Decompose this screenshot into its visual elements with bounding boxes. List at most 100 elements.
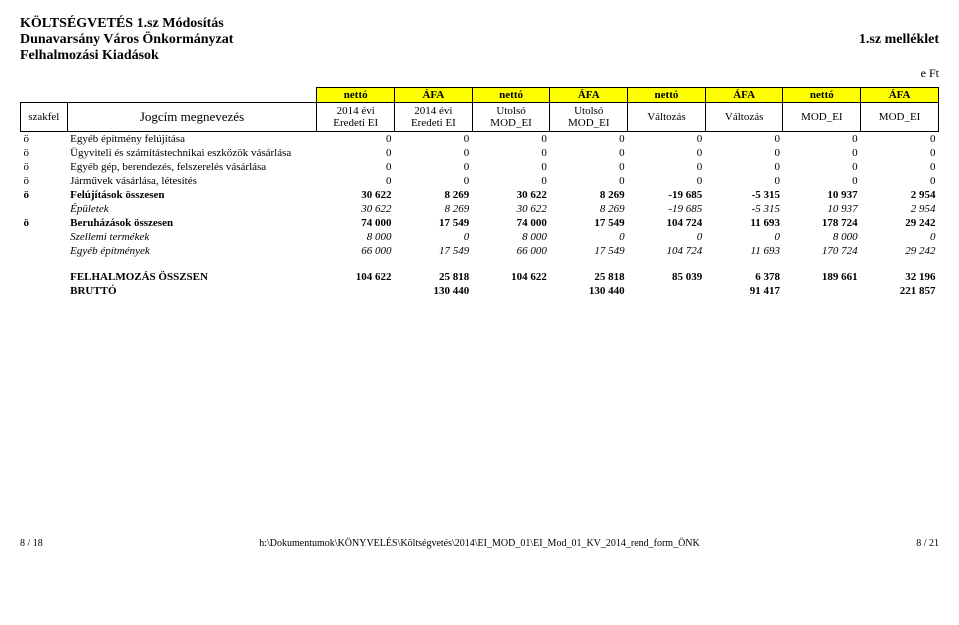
cell-value: 8 000 <box>783 230 861 244</box>
cell-value: 0 <box>550 146 628 160</box>
cell-value: 0 <box>628 146 706 160</box>
group-header-row: nettó ÁFA nettó ÁFA nettó ÁFA nettó ÁFA <box>21 88 939 103</box>
grp-netto-2: nettó <box>472 88 550 103</box>
col-5: Változás <box>628 103 706 132</box>
col-7: MOD_EI <box>783 103 861 132</box>
cell-value: 0 <box>705 132 783 147</box>
col-1: 2014 éviEredeti EI <box>317 103 395 132</box>
doc-title-2-right: 1.sz melléklet <box>859 32 939 48</box>
cell-value: 8 000 <box>472 230 550 244</box>
table-row: öÜgyviteli és számítástechnikai eszközök… <box>21 146 939 160</box>
cell-value: 17 549 <box>550 216 628 230</box>
cell-value: 0 <box>317 146 395 160</box>
cell-jogcim: Beruházások összesen <box>67 216 317 230</box>
table-row: Épületek30 6228 26930 6228 269-19 685-5 … <box>21 202 939 216</box>
cell-value: 0 <box>395 146 473 160</box>
cell-value: 2 954 <box>861 188 939 202</box>
cell-value: 189 661 <box>783 270 861 284</box>
cell-value: 0 <box>783 132 861 147</box>
budget-table: nettó ÁFA nettó ÁFA nettó ÁFA nettó ÁFA … <box>20 87 939 298</box>
page-footer: 8 / 18 h:\Dokumentumok\KÖNYVELÉS\Költség… <box>20 538 939 549</box>
cell-value: 0 <box>861 132 939 147</box>
cell-szakfel <box>21 244 68 258</box>
cell-value: 0 <box>628 132 706 147</box>
cell-value: 0 <box>317 132 395 147</box>
footer-right: 8 / 21 <box>916 538 939 549</box>
col-4: UtolsóMOD_EI <box>550 103 628 132</box>
col-6: Változás <box>705 103 783 132</box>
cell-value: 0 <box>395 174 473 188</box>
cell-value: 66 000 <box>317 244 395 258</box>
table-row: öJárművek vásárlása, létesítés00000000 <box>21 174 939 188</box>
footer-path: h:\Dokumentumok\KÖNYVELÉS\Költségvetés\2… <box>259 538 700 549</box>
cell-szakfel: ö <box>21 146 68 160</box>
cell-value: 0 <box>472 146 550 160</box>
cell-szakfel <box>21 270 68 284</box>
grp-afa-1: ÁFA <box>395 88 473 103</box>
cell-szakfel: ö <box>21 188 68 202</box>
cell-value: 104 622 <box>472 270 550 284</box>
cell-jogcim: Egyéb építmény felújítása <box>67 132 317 147</box>
cell-szakfel: ö <box>21 160 68 174</box>
cell-value: 0 <box>395 132 473 147</box>
cell-jogcim: Felújítások összesen <box>67 188 317 202</box>
cell-value <box>472 284 550 298</box>
cell-value <box>628 284 706 298</box>
cell-jogcim: Épületek <box>67 202 317 216</box>
cell-szakfel: ö <box>21 174 68 188</box>
cell-value: 0 <box>861 146 939 160</box>
table-row: Szellemi termékek8 00008 0000008 0000 <box>21 230 939 244</box>
grp-afa-4: ÁFA <box>861 88 939 103</box>
cell-value: 0 <box>317 160 395 174</box>
cell-value: 25 818 <box>550 270 628 284</box>
cell-value: 2 954 <box>861 202 939 216</box>
grp-netto-4: nettó <box>783 88 861 103</box>
cell-value: 8 269 <box>395 202 473 216</box>
cell-szakfel <box>21 230 68 244</box>
cell-value: 0 <box>395 230 473 244</box>
grp-netto-3: nettó <box>628 88 706 103</box>
footer-left: 8 / 18 <box>20 538 43 549</box>
cell-value: 10 937 <box>783 188 861 202</box>
cell-value <box>783 284 861 298</box>
cell-value: 0 <box>472 174 550 188</box>
column-header-row: szakfel Jogcím megnevezés 2014 éviEredet… <box>21 103 939 132</box>
cell-value: 30 622 <box>472 188 550 202</box>
cell-value: 11 693 <box>705 216 783 230</box>
cell-value: 0 <box>783 160 861 174</box>
cell-value: 25 818 <box>395 270 473 284</box>
cell-value: -19 685 <box>628 188 706 202</box>
cell-value: 0 <box>628 174 706 188</box>
cell-value: 11 693 <box>705 244 783 258</box>
cell-value: 17 549 <box>550 244 628 258</box>
grp-netto-1: nettó <box>317 88 395 103</box>
grp-afa-2: ÁFA <box>550 88 628 103</box>
cell-value: 0 <box>705 230 783 244</box>
cell-value <box>317 284 395 298</box>
cell-value: 221 857 <box>861 284 939 298</box>
doc-title-1: KÖLTSÉGVETÉS 1.sz Módosítás <box>20 16 939 32</box>
cell-jogcim: BRUTTÓ <box>67 284 317 298</box>
table-row: öEgyéb gép, berendezés, felszerelés vásá… <box>21 160 939 174</box>
cell-value: 66 000 <box>472 244 550 258</box>
unit-label: e Ft <box>20 66 939 81</box>
col-3: UtolsóMOD_EI <box>472 103 550 132</box>
cell-value: 74 000 <box>317 216 395 230</box>
cell-value: 91 417 <box>705 284 783 298</box>
cell-value: -5 315 <box>705 188 783 202</box>
cell-value: 0 <box>705 174 783 188</box>
cell-value: 17 549 <box>395 244 473 258</box>
col-szakfel: szakfel <box>21 103 68 132</box>
cell-value: 8 269 <box>395 188 473 202</box>
cell-value: 30 622 <box>317 202 395 216</box>
cell-value: 6 378 <box>705 270 783 284</box>
cell-value: 170 724 <box>783 244 861 258</box>
cell-jogcim: FELHALMOZÁS ÖSSZSEN <box>67 270 317 284</box>
cell-value: 0 <box>472 160 550 174</box>
cell-szakfel <box>21 284 68 298</box>
cell-value: 0 <box>628 160 706 174</box>
doc-title-2-left: Dunavarsány Város Önkormányzat <box>20 32 233 48</box>
grp-afa-3: ÁFA <box>705 88 783 103</box>
cell-value: 8 269 <box>550 188 628 202</box>
cell-value: 8 269 <box>550 202 628 216</box>
